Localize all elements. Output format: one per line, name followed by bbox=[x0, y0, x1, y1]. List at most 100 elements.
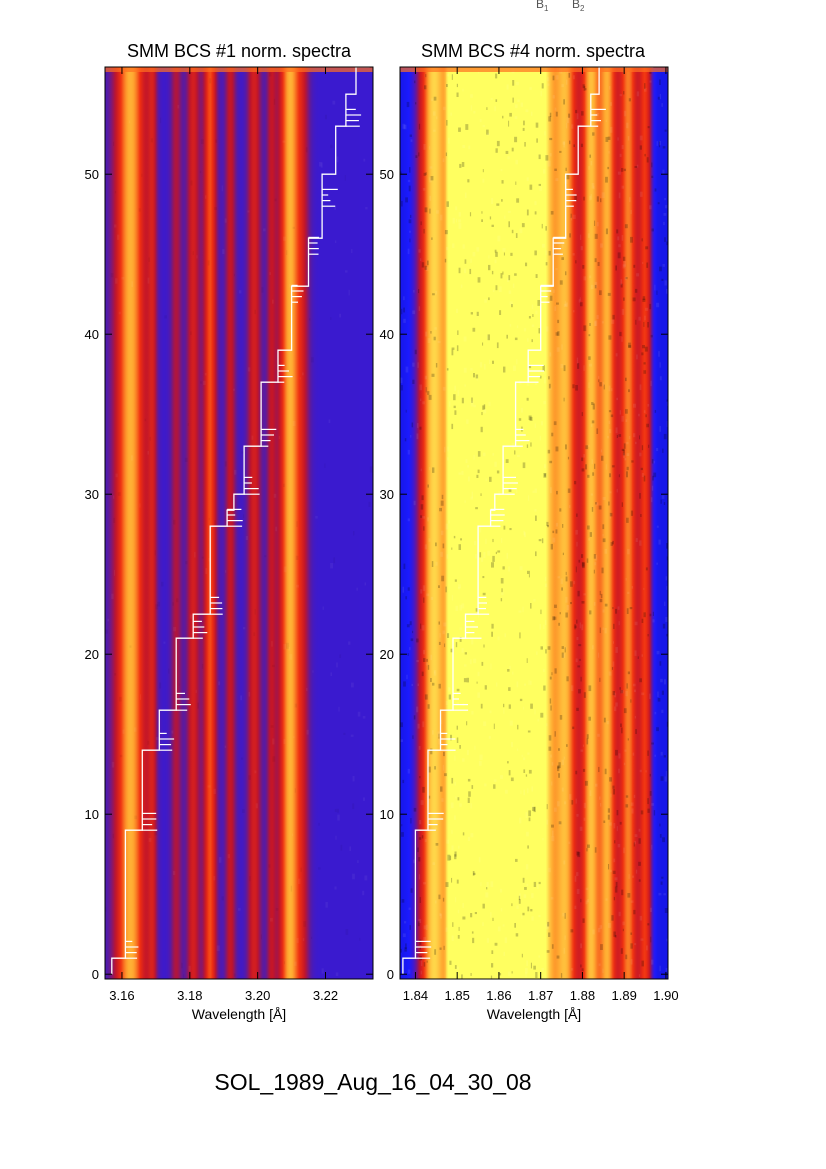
noise-speck bbox=[572, 214, 576, 219]
noise-speck bbox=[570, 968, 574, 971]
noise-speck bbox=[622, 256, 626, 261]
noise-speck bbox=[434, 949, 437, 955]
noise-speck bbox=[621, 145, 624, 150]
noise-speck bbox=[526, 444, 529, 448]
noise-speck bbox=[538, 881, 541, 885]
noise-speck bbox=[640, 467, 643, 471]
noise-speck bbox=[547, 525, 549, 528]
noise-speck bbox=[470, 833, 474, 838]
noise-speck bbox=[452, 922, 454, 927]
noise-speck bbox=[446, 554, 449, 559]
noise-speck bbox=[322, 606, 324, 610]
noise-speck bbox=[294, 788, 296, 793]
noise-speck bbox=[442, 764, 444, 771]
noise-speck bbox=[632, 683, 636, 687]
noise-speck bbox=[511, 229, 514, 234]
noise-speck bbox=[493, 784, 496, 789]
noise-speck bbox=[511, 971, 513, 974]
noise-speck bbox=[462, 916, 466, 920]
noise-speck bbox=[509, 301, 513, 306]
noise-speck bbox=[559, 715, 563, 720]
noise-speck bbox=[232, 388, 235, 391]
panel-bcs1: SMM BCS #1 norm. spectra 3.16 3.18 3.20 3.2… bbox=[85, 41, 374, 1022]
noise-speck bbox=[525, 109, 529, 113]
noise-speck bbox=[511, 304, 513, 308]
noise-speck bbox=[628, 345, 632, 348]
noise-speck bbox=[428, 766, 431, 773]
noise-speck bbox=[429, 146, 431, 150]
noise-speck bbox=[421, 495, 424, 501]
noise-speck bbox=[511, 742, 513, 748]
noise-speck bbox=[528, 366, 532, 369]
noise-speck bbox=[540, 90, 542, 97]
noise-speck bbox=[418, 857, 421, 862]
noise-speck bbox=[105, 629, 108, 634]
noise-speck bbox=[440, 551, 443, 557]
noise-speck bbox=[580, 676, 582, 682]
noise-speck bbox=[272, 738, 275, 745]
noise-speck bbox=[505, 150, 509, 154]
noise-speck bbox=[581, 968, 584, 972]
noise-speck bbox=[545, 226, 547, 231]
noise-speck bbox=[488, 297, 490, 301]
noise-speck bbox=[612, 691, 615, 696]
noise-speck bbox=[635, 538, 638, 542]
noise-speck bbox=[443, 622, 447, 627]
noise-speck bbox=[425, 387, 427, 393]
spectral-heatmap bbox=[400, 67, 668, 979]
noise-speck bbox=[456, 725, 458, 730]
noise-speck bbox=[491, 270, 494, 275]
noise-speck bbox=[194, 551, 196, 558]
noise-speck bbox=[627, 136, 630, 141]
noise-speck bbox=[524, 532, 526, 538]
noise-speck bbox=[454, 854, 457, 860]
noise-speck bbox=[409, 238, 411, 243]
noise-speck bbox=[651, 485, 654, 491]
noise-speck bbox=[663, 221, 665, 226]
noise-speck bbox=[643, 410, 646, 414]
noise-speck bbox=[412, 362, 415, 367]
noise-speck bbox=[657, 202, 660, 205]
noise-speck bbox=[621, 185, 625, 189]
noise-speck bbox=[467, 465, 469, 468]
noise-speck bbox=[429, 208, 431, 214]
noise-speck bbox=[591, 507, 594, 512]
noise-speck bbox=[554, 107, 557, 111]
noise-speck bbox=[422, 401, 425, 405]
noise-speck bbox=[240, 695, 243, 701]
noise-speck bbox=[148, 257, 150, 262]
noise-speck bbox=[402, 779, 405, 784]
noise-speck bbox=[469, 268, 472, 275]
noise-speck bbox=[515, 81, 519, 86]
noise-speck bbox=[466, 677, 469, 683]
noise-speck bbox=[556, 955, 560, 959]
noise-speck bbox=[539, 186, 542, 191]
noise-speck bbox=[330, 144, 333, 149]
noise-speck bbox=[636, 354, 638, 360]
noise-speck bbox=[491, 198, 494, 204]
noise-speck bbox=[531, 304, 534, 309]
noise-speck bbox=[522, 912, 525, 916]
noise-speck bbox=[597, 927, 601, 933]
noise-speck bbox=[626, 683, 628, 689]
noise-speck bbox=[420, 221, 422, 226]
noise-speck bbox=[260, 934, 262, 940]
noise-speck bbox=[461, 470, 464, 475]
noise-speck bbox=[643, 475, 646, 482]
noise-speck bbox=[430, 748, 433, 755]
noise-speck bbox=[651, 162, 653, 168]
noise-speck bbox=[589, 195, 592, 201]
noise-speck bbox=[451, 935, 454, 941]
noise-speck bbox=[653, 472, 657, 478]
noise-speck bbox=[438, 621, 440, 625]
noise-speck bbox=[661, 495, 665, 499]
noise-speck bbox=[615, 608, 618, 614]
noise-speck bbox=[544, 473, 546, 477]
noise-speck bbox=[608, 671, 612, 676]
noise-speck bbox=[240, 757, 244, 760]
noise-speck bbox=[551, 836, 555, 842]
noise-speck bbox=[659, 426, 661, 432]
noise-speck bbox=[551, 944, 554, 949]
noise-speck bbox=[426, 960, 428, 963]
noise-speck bbox=[641, 692, 645, 696]
